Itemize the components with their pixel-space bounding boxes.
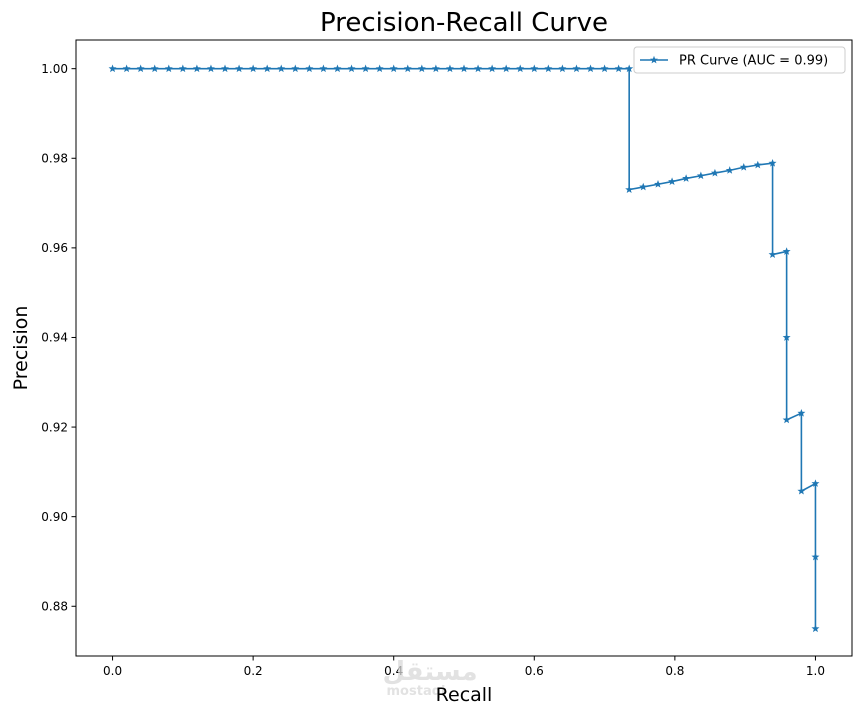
data-point-marker bbox=[725, 166, 734, 174]
y-tick-label: 0.96 bbox=[41, 241, 68, 255]
data-point-marker bbox=[347, 64, 356, 73]
x-axis-label: Recall bbox=[436, 684, 493, 706]
data-point-marker bbox=[768, 250, 777, 258]
data-point-marker bbox=[782, 415, 791, 424]
data-point-marker bbox=[768, 159, 777, 167]
data-point-marker bbox=[431, 64, 440, 73]
watermark-arabic: مستقل bbox=[382, 657, 477, 687]
y-tick-label: 0.90 bbox=[41, 510, 68, 524]
data-point-marker bbox=[460, 64, 468, 73]
data-point-marker bbox=[164, 64, 173, 73]
data-point-marker bbox=[263, 64, 272, 73]
data-point-marker bbox=[625, 64, 634, 73]
data-point-marker bbox=[739, 163, 748, 171]
data-point-marker bbox=[108, 64, 117, 73]
data-point-marker bbox=[797, 486, 806, 495]
data-point-marker bbox=[319, 64, 328, 73]
data-point-marker bbox=[516, 64, 525, 73]
watermark: مستقل mostaqi bbox=[382, 657, 477, 699]
legend-star-marker bbox=[650, 55, 658, 64]
data-point-marker bbox=[696, 171, 705, 180]
y-axis-label: Precision bbox=[10, 306, 32, 391]
legend-label: PR Curve (AUC = 0.99) bbox=[679, 54, 828, 69]
data-point-marker bbox=[782, 247, 791, 255]
data-point-marker bbox=[221, 64, 230, 73]
data-point-marker bbox=[192, 64, 201, 73]
x-ticks: 0.0 0.2 0.4 0.6 0.8 1.0 bbox=[103, 656, 825, 678]
data-point-marker bbox=[488, 64, 497, 73]
data-point-marker bbox=[474, 64, 483, 73]
data-point-marker bbox=[668, 177, 677, 185]
x-tick-label: 0.8 bbox=[665, 664, 684, 678]
data-point-marker bbox=[136, 64, 145, 73]
chart-title: Precision-Recall Curve bbox=[320, 8, 608, 38]
watermark-latin: mostaqi bbox=[387, 684, 446, 699]
data-point-marker bbox=[614, 64, 623, 73]
data-point-marker bbox=[361, 64, 370, 73]
data-point-marker bbox=[150, 64, 159, 73]
data-point-marker bbox=[639, 182, 648, 191]
data-point-marker bbox=[375, 64, 384, 73]
data-point-marker bbox=[782, 333, 791, 341]
x-tick-label: 0.2 bbox=[244, 664, 263, 678]
series-line bbox=[112, 67, 817, 629]
data-point-marker bbox=[333, 64, 342, 73]
data-point-marker bbox=[206, 64, 215, 73]
data-point-marker bbox=[403, 64, 412, 73]
x-tick-label: 0.0 bbox=[103, 664, 122, 678]
data-point-marker bbox=[417, 64, 426, 73]
data-point-marker bbox=[797, 408, 806, 417]
data-point-marker bbox=[586, 64, 595, 73]
legend: PR Curve (AUC = 0.99) bbox=[633, 46, 846, 74]
y-tick-label: 0.92 bbox=[41, 420, 68, 434]
data-point-marker bbox=[389, 64, 398, 73]
x-tick-label: 0.6 bbox=[525, 664, 544, 678]
data-point-marker bbox=[753, 160, 762, 169]
plot-frame bbox=[75, 39, 853, 657]
x-tick-label: 1.0 bbox=[806, 664, 825, 678]
data-point-marker bbox=[811, 624, 820, 633]
data-point-marker bbox=[811, 552, 820, 561]
data-point-marker bbox=[710, 168, 719, 177]
data-point-marker bbox=[249, 64, 258, 73]
data-point-marker bbox=[811, 479, 820, 487]
y-ticks: 0.88 0.90 0.92 0.94 0.96 0.98 1.00 bbox=[41, 62, 76, 613]
data-point-marker bbox=[235, 64, 244, 73]
data-point-marker bbox=[572, 64, 581, 73]
data-point-marker bbox=[558, 64, 567, 73]
y-tick-label: 0.98 bbox=[41, 151, 68, 165]
y-tick-label: 1.00 bbox=[41, 62, 68, 76]
y-tick-label: 0.88 bbox=[41, 599, 68, 613]
data-point-marker bbox=[122, 64, 131, 73]
data-point-marker bbox=[305, 64, 314, 73]
data-point-marker bbox=[445, 64, 454, 73]
data-point-marker bbox=[600, 64, 609, 73]
data-point-marker bbox=[277, 64, 286, 73]
data-point-marker bbox=[530, 64, 539, 73]
y-tick-label: 0.94 bbox=[41, 331, 68, 345]
x-tick-label: 0.4 bbox=[384, 664, 403, 678]
data-point-marker bbox=[502, 64, 511, 73]
legend-box bbox=[633, 46, 846, 74]
data-point-marker bbox=[625, 185, 634, 194]
data-point-marker bbox=[654, 180, 662, 188]
data-point-marker bbox=[178, 64, 187, 73]
data-point-marker bbox=[291, 64, 300, 73]
data-point-marker bbox=[682, 174, 691, 182]
data-point-marker bbox=[544, 64, 553, 73]
series-layer bbox=[108, 64, 820, 633]
